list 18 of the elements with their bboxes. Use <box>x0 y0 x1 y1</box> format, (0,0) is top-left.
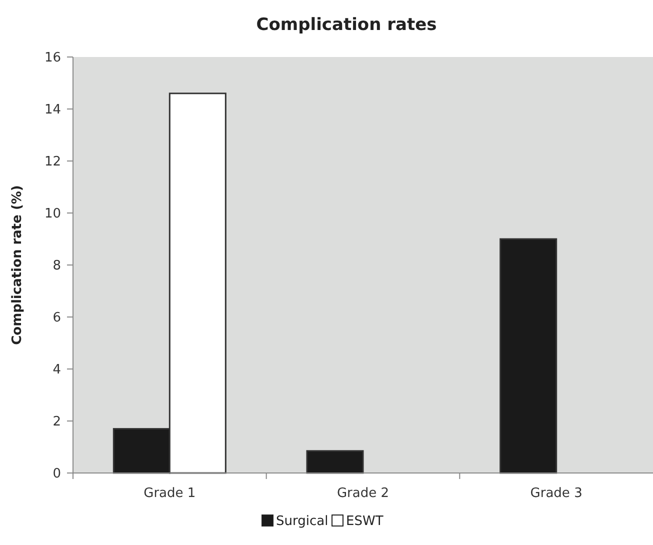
y-tick-label: 16 <box>44 50 61 66</box>
y-tick-label: 12 <box>44 154 61 170</box>
y-tick-label: 2 <box>52 414 61 430</box>
y-tick-label: 14 <box>44 102 61 118</box>
x-tick-label: Grade 2 <box>336 486 390 501</box>
bar <box>306 450 364 474</box>
y-tick-label: 8 <box>52 258 61 274</box>
x-tick-label: Grade 1 <box>144 486 196 501</box>
y-tick-label: 4 <box>52 362 61 378</box>
y-tick-label: 0 <box>52 466 61 482</box>
y-tick-label: 10 <box>44 206 61 222</box>
y-axis-title: Complication rate (%) <box>10 185 25 345</box>
x-tick-label: Grade 3 <box>530 486 582 501</box>
bar <box>500 238 558 474</box>
y-tick-label: 6 <box>52 310 61 326</box>
legend-label: Surgical <box>276 514 328 529</box>
chart-title: Complication rates <box>256 15 437 35</box>
legend-label: ESWT <box>346 514 384 529</box>
